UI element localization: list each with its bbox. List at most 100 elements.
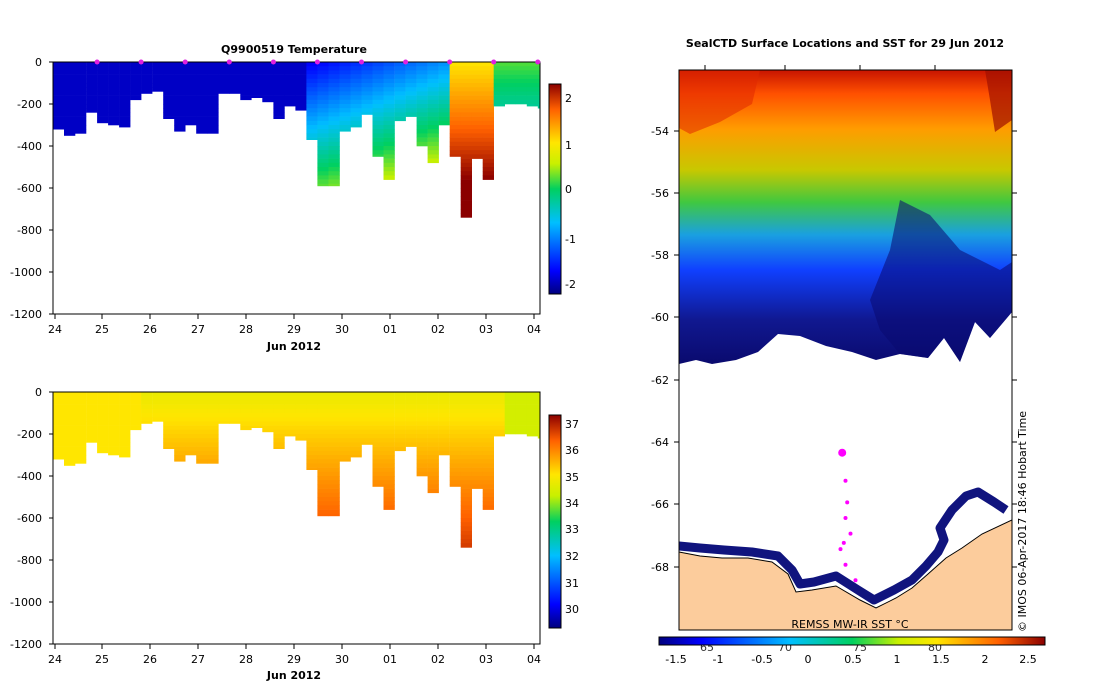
profile-cell [295,62,307,67]
profile-cell [427,78,439,84]
colorbar-tick-label: 0.5 [844,653,862,666]
profile-cell [438,116,450,122]
profile-cell [328,463,340,468]
profile-cell [119,95,131,101]
profile-cell [262,413,274,418]
profile-cell [64,83,76,88]
profile-cell [97,112,109,117]
profile-cell [471,66,483,71]
profile-cell [394,95,406,101]
profile-cell [174,417,186,422]
profile-cell [64,62,76,67]
profile-cell [306,446,318,452]
profile-cell [350,392,362,397]
profile-cell [75,129,87,134]
profile-cell [383,400,395,405]
profile-cell [438,446,450,452]
profile-cell [152,413,164,418]
profile-cell [361,78,373,84]
profile-cell [97,413,109,418]
profile-cell [427,404,439,410]
profile-cell [493,95,505,101]
profile-cell [471,463,483,468]
profile-cell [273,70,285,75]
profile-cell [64,392,76,397]
profile-cell [361,108,373,113]
profile-cell [196,408,208,414]
profile-cell [383,162,395,168]
profile-cell [427,417,439,422]
profile-cell [438,438,450,443]
profile-cell [108,95,120,101]
profile-cell [372,408,384,414]
profile-cell [53,446,65,452]
profile-cell [53,438,65,443]
profile-cell [383,133,395,138]
profile-cell [339,438,351,443]
profile-cell [493,62,505,67]
profile-cell [493,99,505,105]
profile-cell [196,91,208,96]
profile-cell [196,99,208,105]
profile-cell [240,400,252,405]
profile-cell [427,425,439,431]
y-tick-label: -800 [17,224,42,237]
profile-cell [460,116,472,122]
x-tick-label: 25 [95,653,109,666]
profile-cell [207,83,219,88]
profile-cell [119,62,131,67]
profile-cell [339,400,351,405]
profile-cell [383,171,395,176]
profile-cell [427,146,439,151]
profile-cell [526,400,539,405]
profile-cell [251,78,263,84]
profile-cell [317,171,329,176]
profile-cell [284,87,296,92]
imos-credit: © IMOS 06-Apr-2017 18:46 Hobart Time [1016,411,1029,632]
profile-cell [229,408,241,414]
profile-cell [537,78,541,84]
profile-cell [306,450,318,456]
profile-cell [471,129,483,134]
profile-cell [251,421,263,426]
seal-location [841,540,846,545]
profile-cell [328,492,340,498]
profile-cell [196,116,208,122]
profile-cell [482,91,494,96]
profile-cell [328,91,340,96]
profile-cell [97,408,109,414]
profile-cell [427,467,439,473]
profile-cell [471,150,483,155]
profile-cell [482,162,494,168]
profile-cell [141,404,153,410]
profile-cell [97,434,109,439]
profile-cell [262,404,274,410]
profile-cell [471,438,483,443]
profile-cell [394,408,406,414]
profile-cell [361,434,373,439]
colorbar-tick-label: -0.5 [751,653,772,666]
profile-cell [328,78,340,84]
profile-cell [53,66,65,71]
profile-cell [306,459,318,464]
profile-cell [438,429,450,435]
profile-cell [75,413,87,418]
profile-cell [515,70,528,75]
profile-cell [504,62,516,67]
profile-cell [383,154,395,159]
profile-cell [361,62,373,67]
profile-cell [185,112,197,117]
profile-cell [372,459,384,464]
profile-cell [383,421,395,426]
profile-cell [328,133,340,138]
profile-cell [537,425,541,431]
profile-cell [372,87,384,92]
profile-cell [405,99,417,105]
profile-cell [108,442,120,447]
profile-cell [449,120,461,126]
profile-cell [185,104,197,109]
profile-cell [284,83,296,88]
profile-cell [339,116,351,122]
profile-cell [185,120,197,126]
profile-cell [482,484,494,489]
